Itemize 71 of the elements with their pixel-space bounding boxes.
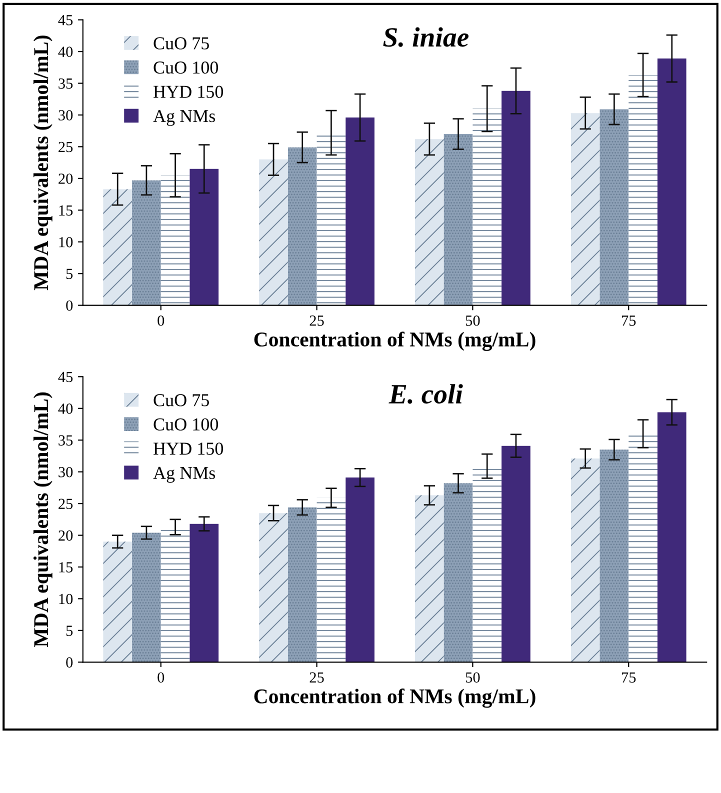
x-tick-label: 0	[158, 315, 164, 326]
x-tick-label: 25	[310, 672, 324, 683]
x-tick-label: 50	[466, 315, 480, 326]
legend-label: HYD 150	[154, 86, 224, 98]
x-tick-label: 25	[310, 316, 324, 326]
y-tick-label: 10	[59, 237, 73, 248]
bar	[628, 75, 658, 306]
legend-label: CuO 100	[154, 61, 218, 74]
bar	[160, 175, 190, 306]
bar	[316, 498, 346, 662]
legend-label: CuO 75	[154, 37, 209, 50]
y-tick-label: 5	[66, 268, 73, 280]
y-tick-label: 15	[59, 562, 73, 572]
legend-label: CuO 75	[154, 394, 209, 406]
y-tick-label: 40	[58, 404, 73, 414]
y-tick-label: 0	[66, 657, 73, 668]
bar	[570, 113, 600, 306]
x-tick-label: 0	[158, 672, 164, 683]
bar	[103, 189, 132, 306]
y-tick-label: 30	[58, 110, 73, 120]
y-tick-label: 30	[58, 466, 73, 478]
chart-title: S. iniae	[383, 27, 469, 47]
y-tick-label: 0	[66, 300, 73, 311]
y-tick-label: 40	[58, 46, 73, 57]
bar	[628, 434, 658, 662]
bar	[190, 168, 219, 306]
bar	[657, 412, 686, 662]
bar	[415, 495, 444, 662]
y-tick-label: 20	[58, 530, 73, 541]
y-tick-label: 25	[58, 498, 73, 510]
x-axis-title: Concentration of NMs (mg/mL)	[254, 688, 536, 708]
bar	[259, 159, 288, 306]
bar	[600, 450, 629, 662]
bar	[288, 147, 317, 306]
bar	[444, 483, 473, 662]
bar	[570, 458, 600, 662]
legend-label: Ag NMs	[153, 466, 216, 483]
y-tick-label: 20	[58, 174, 73, 184]
bar	[259, 513, 288, 662]
legend-label: Ag NMs	[153, 110, 216, 126]
x-tick-label: 75	[622, 672, 636, 683]
bar	[444, 134, 473, 306]
chart-title: E. coli	[388, 384, 463, 404]
bar	[103, 542, 132, 662]
y-tick-label: 15	[59, 205, 73, 216]
bar	[502, 446, 530, 662]
bar	[190, 524, 219, 662]
bar	[346, 118, 374, 306]
y-axis-title: MDA equivalents (nmol/mL)	[33, 36, 52, 290]
bar	[472, 108, 502, 306]
bar	[600, 109, 629, 306]
bar	[502, 90, 530, 306]
y-tick-label: 35	[58, 435, 73, 446]
bar	[415, 139, 444, 306]
bar	[346, 478, 374, 662]
bar	[657, 58, 686, 306]
y-tick-label: 45	[58, 15, 73, 26]
x-tick-label: 50	[466, 672, 480, 683]
legend-label: CuO 100	[154, 418, 218, 431]
y-tick-label: 5	[66, 626, 73, 636]
bar	[132, 180, 161, 306]
bar	[132, 532, 161, 662]
x-axis-title: Concentration of NMs (mg/mL)	[254, 332, 536, 351]
y-tick-label: 25	[58, 142, 73, 152]
y-tick-label: 35	[58, 78, 73, 89]
y-tick-label: 45	[58, 372, 73, 382]
y-tick-label: 10	[59, 594, 73, 604]
bar	[288, 507, 317, 662]
legend-label: HYD 150	[154, 442, 224, 455]
x-tick-label: 75	[622, 316, 636, 326]
y-axis-title: MDA equivalents (nmol/mL)	[33, 392, 52, 647]
